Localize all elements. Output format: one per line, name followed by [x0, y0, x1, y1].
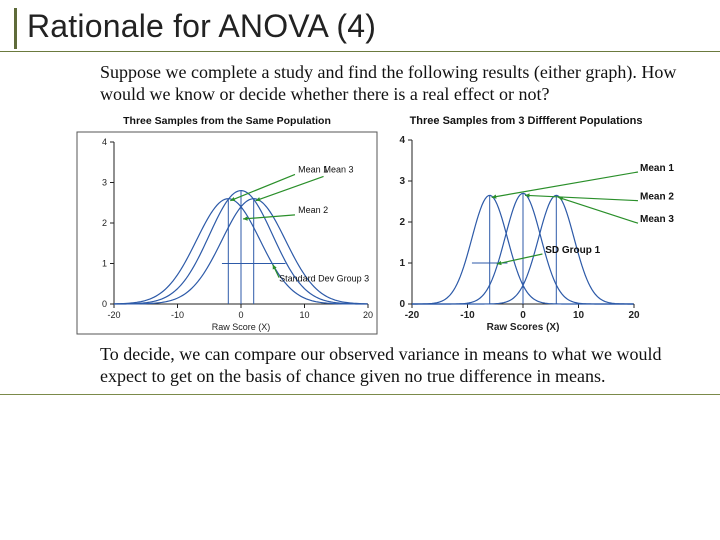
- annotation-arrow: [558, 197, 638, 223]
- svg-text:20: 20: [363, 310, 373, 320]
- svg-text:2: 2: [399, 217, 405, 228]
- svg-text:-10: -10: [460, 310, 475, 321]
- title-accent-bar: Rationale for ANOVA (4): [14, 8, 702, 49]
- chart-a-title: Three Samples from the Same Population: [123, 115, 331, 127]
- label-sd: SD Group 1: [545, 245, 600, 256]
- label-sd: Standard Dev Group 3: [279, 274, 369, 284]
- label-mean3: Mean 3: [640, 214, 674, 225]
- svg-text:0: 0: [399, 299, 405, 310]
- chart-diff-populations: Three Samples from 3 Diffferent Populati…: [378, 112, 698, 338]
- svg-text:10: 10: [299, 310, 309, 320]
- label-mean3: Mean 3: [324, 164, 354, 174]
- svg-text:-10: -10: [171, 310, 184, 320]
- footer-underline: [0, 394, 720, 395]
- svg-text:-20: -20: [405, 310, 420, 321]
- svg-text:-20: -20: [107, 310, 120, 320]
- svg-text:1: 1: [102, 258, 107, 268]
- conclusion-paragraph: To decide, we can compare our observed v…: [100, 344, 698, 388]
- svg-text:3: 3: [102, 177, 107, 187]
- svg-text:3: 3: [399, 176, 405, 187]
- svg-text:0: 0: [238, 310, 243, 320]
- body: Suppose we complete a study and find the…: [18, 52, 702, 388]
- label-mean1: Mean 1: [640, 163, 674, 174]
- annotation-arrow: [525, 195, 638, 200]
- label-mean2: Mean 2: [640, 191, 674, 202]
- svg-text:0: 0: [520, 310, 526, 321]
- annotation-arrow: [492, 172, 638, 197]
- svg-text:4: 4: [399, 135, 405, 146]
- arrow-head-icon: [243, 216, 248, 220]
- svg-text:1: 1: [399, 258, 405, 269]
- intro-paragraph: Suppose we complete a study and find the…: [100, 62, 698, 106]
- svg-text:4: 4: [102, 137, 107, 147]
- svg-text:Raw Score (X): Raw Score (X): [212, 322, 271, 332]
- annotation-arrow: [497, 254, 543, 264]
- svg-text:10: 10: [573, 310, 585, 321]
- chart-same-population: Three Samples from the Same Population 0…: [76, 112, 378, 338]
- annotation-arrow: [230, 174, 295, 200]
- svg-text:Raw Scores (X): Raw Scores (X): [487, 322, 560, 333]
- chart-b-title: Three Samples from 3 Diffferent Populati…: [410, 115, 643, 127]
- svg-text:0: 0: [102, 299, 107, 309]
- svg-text:2: 2: [102, 218, 107, 228]
- label-mean2: Mean 2: [298, 205, 328, 215]
- page-title: Rationale for ANOVA (4): [27, 8, 702, 49]
- annotation-arrow: [256, 176, 324, 200]
- annotation-arrow: [243, 215, 295, 219]
- slide: Rationale for ANOVA (4) Suppose we compl…: [0, 0, 720, 540]
- charts-row: Three Samples from the Same Population 0…: [76, 112, 698, 338]
- arrow-head-icon: [558, 197, 563, 201]
- svg-text:20: 20: [628, 310, 640, 321]
